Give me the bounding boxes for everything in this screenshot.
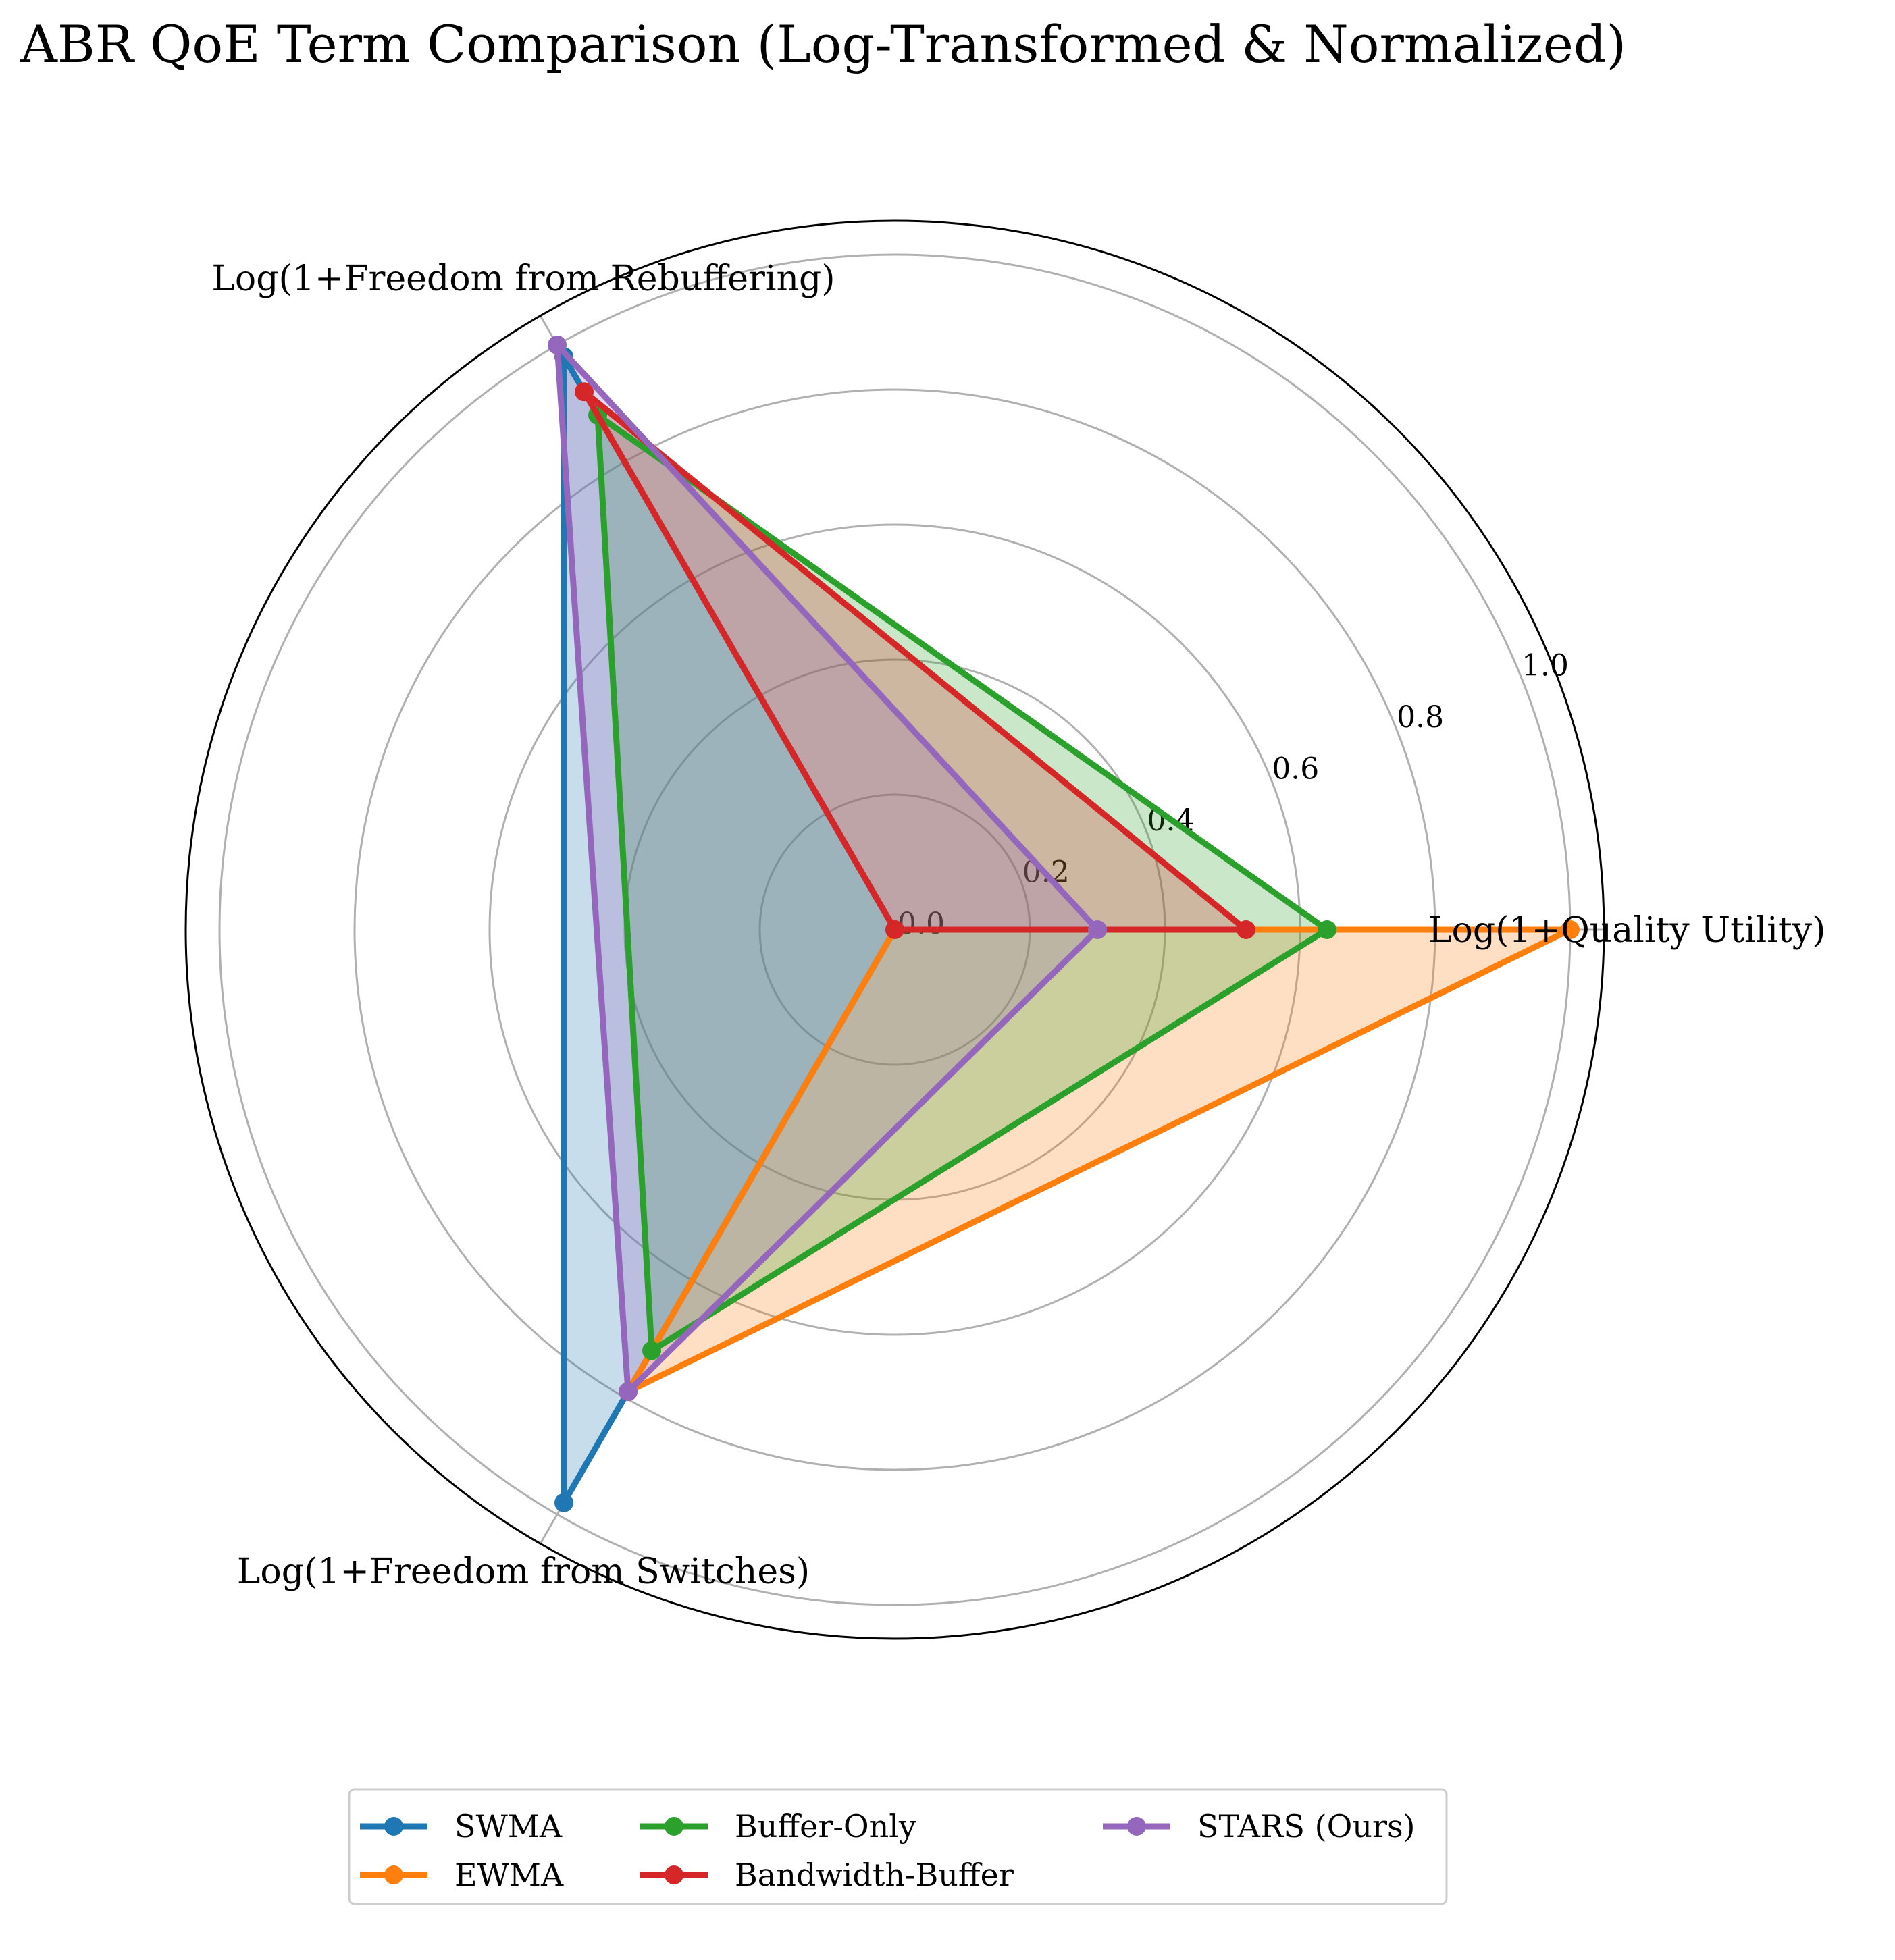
series-line [594,412,1330,1354]
outer-frame [184,219,1605,1640]
legend-label: SWMA [455,1808,563,1845]
series-point [575,382,594,402]
legend-swatch-marker [1127,1817,1146,1836]
series-point [1088,920,1107,939]
legend-label: STARS (Ours) [1197,1808,1416,1845]
legend-swatch-marker [665,1817,683,1836]
axis-label: Log(1+Freedom from Switches) [237,1552,810,1592]
series-area [557,345,1097,1392]
series-point [642,1341,661,1360]
series-point [619,1382,638,1402]
axis-label: Log(1+Freedom from Rebuffering) [211,259,835,299]
legend: SWMA EWMA Buffer-Only Bandwidth-Buffer STARS… [348,1788,1448,1905]
axis-labels: Log(1+Quality Utility) Log(1+Freedom from… [211,259,1825,1592]
series-line [581,388,1249,933]
r-tick-label: 0.0 [898,907,945,941]
legend-label: EWMA [455,1857,564,1893]
series-point [1561,920,1580,939]
series-point [554,1493,573,1512]
legend-swatch-marker [665,1865,683,1884]
r-tick-label: 0.8 [1397,700,1444,735]
series-point [548,335,567,354]
series-layer [548,335,1580,1512]
axis-label: Log(1+Quality Utility) [1428,910,1825,951]
chart-title: ABR QoE Term Comparison (Log-Transformed… [20,14,1626,74]
series-point [885,920,904,939]
legend-swatch-marker [384,1817,403,1836]
series-point [1237,920,1255,939]
series-line [554,342,1101,1395]
series-area [598,415,1327,1351]
series-point [1318,920,1336,939]
r-tick-label: 0.6 [1272,751,1319,786]
r-tick-label: 1.0 [1522,648,1569,683]
legend-label: Bandwidth-Buffer [735,1857,1014,1893]
legend-label: Buffer-Only [735,1808,916,1845]
legend-swatch-marker [384,1865,403,1884]
legend-box [348,1788,1448,1905]
